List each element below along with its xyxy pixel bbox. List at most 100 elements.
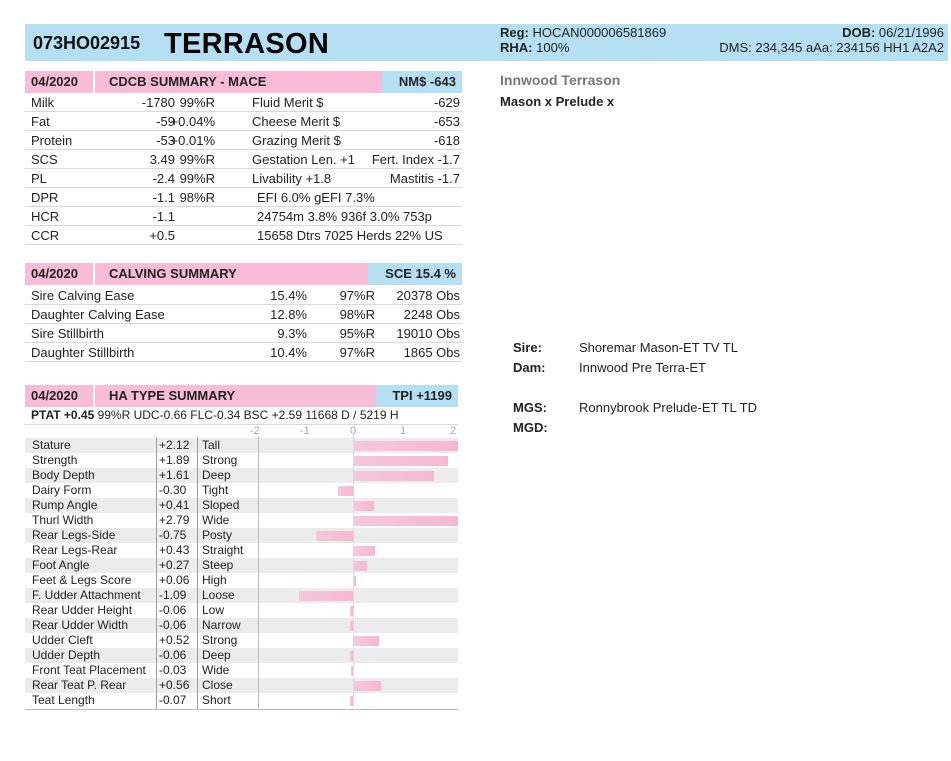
- cdcb-merit-label: Livability +1.8: [252, 171, 332, 186]
- type-descriptor: Wide: [202, 513, 230, 527]
- type-row: Foot Angle +0.27 Steep: [25, 558, 458, 573]
- type-trait: Dairy Form: [32, 483, 92, 497]
- type-bar: [349, 696, 353, 706]
- type-bar: [353, 471, 434, 481]
- type-descriptor: High: [202, 573, 227, 587]
- cdcb-trait: DPR: [31, 190, 59, 205]
- calving-trait: Daughter Stillbirth: [31, 345, 135, 360]
- type-descriptor: Loose: [202, 588, 235, 602]
- type-trait: Rump Angle: [32, 498, 98, 512]
- type-row: Rear Legs-Rear +0.43 Straight: [25, 543, 458, 558]
- cdcb-trait: HCR: [31, 209, 60, 224]
- cdcb-trait: Protein: [31, 133, 73, 148]
- cdcb-merit-value: Fert. Index -1.7: [371, 152, 460, 167]
- type-trait: Rear Legs-Side: [32, 528, 116, 542]
- ptat-line: PTAT +0.45 99%R UDC-0.66 FLC-0.34 BSC +2…: [31, 408, 399, 422]
- type-row: Rear Teat P. Rear +0.56 Close: [25, 678, 458, 693]
- reg-value: HOCAN000006581869: [532, 25, 667, 40]
- cdcb-value: -1780: [141, 95, 175, 110]
- type-value: +2.79: [159, 513, 190, 527]
- calving-reliability: 97%R: [339, 345, 375, 360]
- axis-tick-label: 2: [450, 425, 457, 437]
- type-bar: [353, 636, 379, 646]
- dam-name: Innwood Pre Terra-ET: [579, 360, 706, 375]
- registration: Reg: HOCAN000006581869: [500, 25, 666, 40]
- type-row: Strength +1.89 Strong: [25, 453, 458, 468]
- type-trait: Teat Length: [32, 693, 95, 707]
- type-row: Dairy Form -0.30 Tight: [25, 483, 458, 498]
- dob: DOB: 06/21/1996: [842, 25, 944, 40]
- cdcb-reliability: 99%R: [179, 171, 215, 186]
- rha-label: RHA:: [500, 40, 533, 55]
- zero-axis-line: [353, 432, 354, 708]
- header-bar: 073HO02915 TERRASON Reg: HOCAN0000065818…: [25, 24, 948, 61]
- cdcb-reliability: +0.04%: [170, 114, 215, 129]
- type-value: -0.06: [159, 648, 187, 662]
- type-trait: Rear Udder Height: [32, 603, 133, 617]
- rha-value: 100%: [536, 40, 570, 55]
- type-row: Rear Udder Width -0.06 Narrow: [25, 618, 458, 633]
- type-descriptor: Posty: [202, 528, 233, 542]
- cdcb-trait: PL: [31, 171, 47, 186]
- type-value: +0.56: [159, 678, 190, 692]
- calving-reliability: 95%R: [339, 326, 375, 341]
- type-value: -0.03: [159, 663, 187, 677]
- type-bar: [350, 621, 353, 631]
- type-value: -0.06: [159, 603, 187, 617]
- type-row: Teat Length -0.07 Short: [25, 693, 458, 708]
- type-bar: [353, 456, 448, 466]
- cdcb-merit-label: EFI 6.0% gEFI 7.3%: [257, 190, 375, 205]
- cdcb-value: -2.4: [152, 171, 175, 186]
- type-descriptor: Close: [202, 678, 233, 692]
- type-row: Stature +2.12 Tall: [25, 438, 458, 453]
- calving-obs: 2248 Obs: [403, 307, 460, 322]
- mgs-name: Ronnybrook Prelude-ET TL TD: [579, 400, 757, 415]
- type-value: +0.27: [159, 558, 190, 572]
- column-divider: [197, 437, 198, 709]
- type-descriptor: Straight: [202, 543, 244, 557]
- type-value: +1.61: [159, 468, 190, 482]
- cdcb-merit-label: Gestation Len. +1: [252, 152, 355, 167]
- type-bar: [353, 546, 375, 556]
- type-bar: [338, 486, 353, 496]
- type-bar: [350, 651, 353, 661]
- type-bar: [315, 531, 353, 541]
- cdcb-row: SCS 3.49 99%R Gestation Len. +1 Fert. Index …: [25, 150, 462, 169]
- type-trait: Feet & Legs Score: [32, 573, 132, 587]
- cdcb-merit-label: 15658 Dtrs 7025 Herds 22% US: [257, 228, 443, 243]
- sce-badge: SCE 15.4 %: [368, 263, 462, 285]
- ptat-divider: [25, 424, 458, 425]
- type-value: +0.43: [159, 543, 190, 557]
- type-descriptor: Sloped: [202, 498, 240, 512]
- type-value: +0.06: [159, 573, 190, 587]
- type-section-header: 04/2020 HA TYPE SUMMARY TPI +1199: [25, 385, 458, 407]
- type-value: -0.75: [159, 528, 187, 542]
- cdcb-value: +0.5: [149, 228, 175, 243]
- axis-tick-label: -1: [300, 425, 310, 437]
- type-trait: F. Udder Attachment: [32, 588, 141, 602]
- axis-tick-label: 0: [350, 425, 357, 437]
- type-row: Thurl Width +2.79 Wide: [25, 513, 458, 528]
- calving-percent: 9.3%: [277, 326, 307, 341]
- mgs-label: MGS:: [513, 400, 547, 415]
- type-row: Feet & Legs Score +0.06 High: [25, 573, 458, 588]
- cdcb-value: 3.49: [149, 152, 175, 167]
- type-row: Udder Cleft +0.52 Strong: [25, 633, 458, 648]
- pedigree-short: Mason x Prelude x: [500, 94, 615, 109]
- cdcb-merit-label: Grazing Merit $: [252, 133, 341, 148]
- type-bar: [353, 576, 356, 586]
- type-row: Front Teat Placement -0.03 Wide: [25, 663, 458, 678]
- calving-title: CALVING SUMMARY: [109, 266, 237, 281]
- cdcb-merit-value: -618: [433, 133, 460, 148]
- calving-percent: 12.8%: [270, 307, 307, 322]
- cdcb-merit-label: 24754m 3.8% 936f 3.0% 753p: [257, 209, 432, 224]
- cdcb-merit-value: -653: [433, 114, 460, 129]
- cdcb-section-header: 04/2020 CDCB SUMMARY - MACE NM$ -643: [25, 71, 462, 93]
- type-descriptor: Short: [202, 693, 231, 707]
- type-row: Rump Angle +0.41 Sloped: [25, 498, 458, 513]
- type-trait: Rear Legs-Rear: [32, 543, 118, 557]
- type-trait: Rear Teat P. Rear: [32, 678, 127, 692]
- cdcb-reliability: 99%R: [179, 95, 215, 110]
- calving-trait: Sire Stillbirth: [31, 326, 104, 341]
- type-bar: [353, 516, 458, 526]
